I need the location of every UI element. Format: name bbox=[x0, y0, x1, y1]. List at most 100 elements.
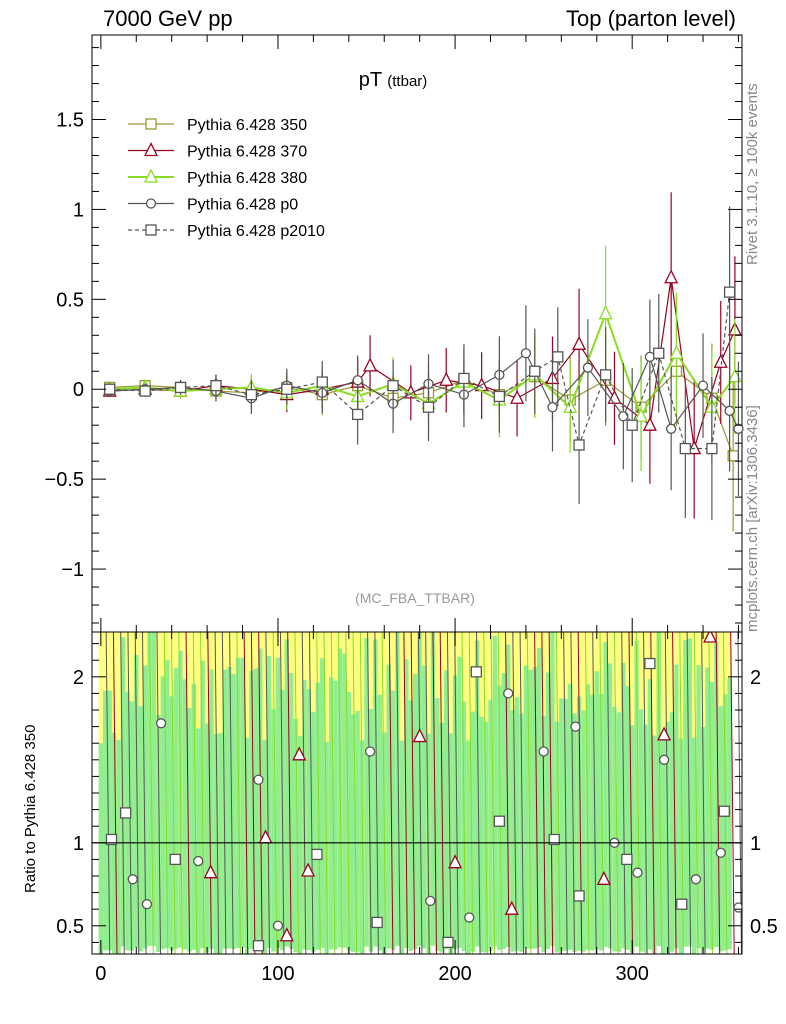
data-point-p0 bbox=[618, 411, 629, 422]
data-point-p0 bbox=[697, 380, 709, 391]
data-point-p0 bbox=[582, 362, 594, 373]
ratio-uncertainty-band-inner bbox=[116, 739, 121, 954]
ratio-uncertainty-band-inner bbox=[142, 665, 148, 949]
ratio-uncertainty-band-inner bbox=[678, 738, 684, 954]
ratio-uncertainty-band-inner bbox=[550, 632, 555, 947]
ratio-uncertainty-band-inner bbox=[466, 740, 471, 954]
ratio-spike bbox=[613, 632, 619, 954]
ratio-uncertainty-band-inner bbox=[173, 668, 179, 949]
ratio-point-s370 bbox=[301, 862, 316, 877]
ratio-spike bbox=[403, 632, 408, 954]
ratio-uncertainty-band-inner bbox=[404, 659, 409, 949]
plot-title-sub: (ttbar) bbox=[387, 73, 428, 90]
ratio-point-s370 bbox=[203, 864, 218, 879]
analysis-id: (MC_FBA_TTBAR) bbox=[355, 590, 475, 606]
ratio-spike bbox=[149, 632, 154, 954]
legend-label: Pythia 6.428 370 bbox=[187, 144, 307, 161]
ratio-spike bbox=[730, 632, 735, 954]
ratio-point-p0 bbox=[464, 912, 475, 923]
ratio-uncertainty-band-inner bbox=[187, 708, 192, 952]
ratio-point-s370 bbox=[657, 726, 672, 741]
ratio-point-p2010 bbox=[442, 936, 454, 949]
ratio-point-p0 bbox=[715, 847, 726, 858]
ratio-uncertainty-band-inner bbox=[328, 677, 334, 950]
ratio-point-p0 bbox=[253, 774, 264, 785]
ratio-uncertainty-band-inner bbox=[165, 659, 170, 949]
ratio-point-p0 bbox=[733, 902, 742, 913]
ratio-uncertainty-band-inner bbox=[266, 655, 272, 948]
ratio-uncertainty-band-inner bbox=[156, 715, 161, 953]
ratio-uncertainty-band-inner bbox=[475, 640, 480, 947]
ratio-uncertainty-band-inner bbox=[501, 673, 506, 949]
ratio-spike bbox=[693, 632, 699, 954]
ratio-uncertainty-band-inner bbox=[235, 657, 241, 948]
ratio-uncertainty-band-inner bbox=[222, 669, 228, 949]
x-tick-label: 300 bbox=[616, 963, 649, 985]
ratio-point-p2010 bbox=[105, 833, 118, 846]
ratio-point-s370 bbox=[448, 854, 463, 869]
ratio-uncertainty-band-inner bbox=[231, 674, 236, 950]
data-point-p0 bbox=[666, 423, 677, 434]
plot-title: pT (ttbar) bbox=[0, 69, 786, 92]
ratio-uncertainty-band-inner bbox=[598, 693, 604, 951]
ratio-spike bbox=[534, 632, 539, 954]
data-point-s370 bbox=[510, 389, 525, 404]
ratio-plot-panel: 0.5 0.5 1 1 2 2 0 100 200 300 bbox=[56, 631, 778, 985]
ratio-uncertainty-band-inner bbox=[342, 653, 347, 948]
ratio-spike bbox=[287, 632, 292, 954]
ratio-uncertainty-band-inner bbox=[607, 663, 613, 949]
data-point-s380 bbox=[563, 398, 578, 413]
ratio-spike bbox=[497, 632, 503, 954]
ratio-point-p2010 bbox=[573, 890, 585, 902]
ratio-uncertainty-band-inner bbox=[687, 638, 692, 947]
ratio-spike bbox=[599, 632, 604, 954]
ratio-uncertainty-band-inner bbox=[151, 632, 157, 946]
ratio-spike bbox=[345, 632, 350, 954]
data-point-p2010 bbox=[281, 383, 293, 395]
ratio-uncertainty-band-inner bbox=[612, 706, 617, 952]
ratio-uncertainty-band-inner bbox=[399, 740, 405, 954]
ratio-uncertainty-band-inner bbox=[120, 637, 126, 947]
ratio-point-p0 bbox=[632, 867, 643, 878]
ratio-point-p0 bbox=[155, 718, 167, 729]
ratio-spike bbox=[476, 632, 481, 954]
ratio-spike bbox=[178, 632, 183, 954]
ratio-point-p2010 bbox=[718, 805, 730, 817]
ratio-uncertainty-band-inner bbox=[691, 737, 697, 954]
ratio-uncertainty-band-inner bbox=[510, 710, 515, 952]
ratio-spike bbox=[555, 632, 561, 954]
ratio-uncertainty-band-inner bbox=[191, 683, 197, 950]
ratio-spike bbox=[519, 632, 525, 954]
ratio-point-p0 bbox=[425, 895, 436, 907]
ratio-spike bbox=[272, 632, 278, 954]
ratio-uncertainty-band-inner bbox=[134, 654, 139, 948]
ratio-point-p2010 bbox=[470, 666, 482, 678]
ratio-spike bbox=[417, 632, 423, 954]
ratio-spike bbox=[374, 632, 379, 954]
ratio-spike bbox=[439, 632, 445, 954]
ratio-uncertainty-band-inner bbox=[421, 665, 427, 949]
ratio-point-s370 bbox=[279, 927, 294, 942]
data-point-p2010 bbox=[723, 286, 736, 298]
ratio-y-tick-label: 1 bbox=[73, 833, 84, 855]
ratio-uncertainty-band-inner bbox=[444, 670, 449, 949]
ratio-uncertainty-band-inner bbox=[395, 632, 400, 946]
ratio-spike bbox=[163, 632, 169, 954]
ratio-spike bbox=[308, 632, 314, 954]
ratio-uncertainty-band-inner bbox=[700, 726, 706, 953]
ratio-spike bbox=[526, 632, 532, 954]
ratio-point-p0 bbox=[658, 754, 670, 765]
ratio-uncertainty-band-inner bbox=[594, 671, 599, 949]
ratio-uncertainty-band-inner bbox=[669, 712, 675, 952]
ratio-point-p0 bbox=[538, 746, 549, 757]
data-point-p2010 bbox=[104, 383, 116, 395]
ratio-uncertainty-band-inner bbox=[284, 639, 290, 947]
ratio-spike bbox=[323, 632, 329, 954]
ratio-uncertainty-band-inner bbox=[638, 709, 644, 952]
ratio-uncertainty-band-inner bbox=[196, 728, 201, 953]
ratio-spike bbox=[635, 632, 641, 954]
ratio-point-s370 bbox=[292, 746, 307, 761]
ratio-spike bbox=[454, 632, 459, 954]
ratio-spike bbox=[236, 632, 241, 954]
